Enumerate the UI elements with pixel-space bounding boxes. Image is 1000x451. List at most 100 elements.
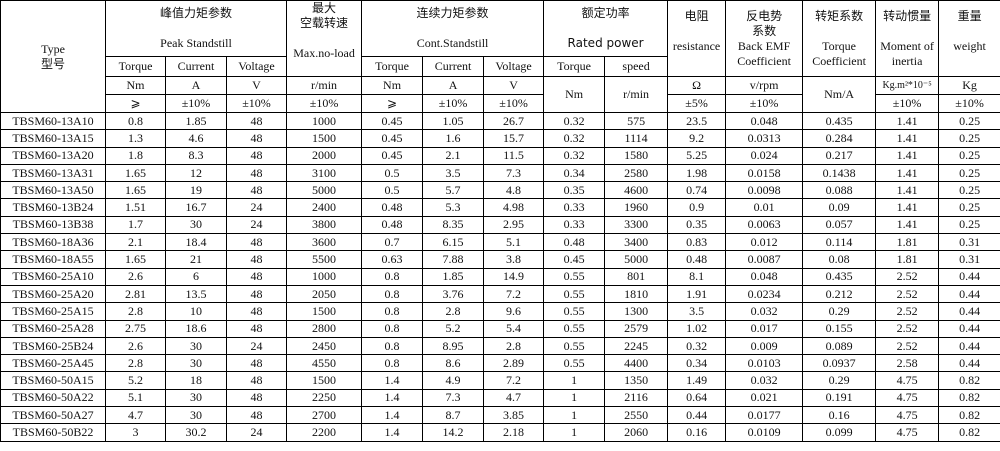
value-cell: 0.8: [361, 336, 424, 356]
value-cell: 21: [165, 250, 227, 269]
table-row: TBSM60-13A15 1.3 4.6 48 1500 0.45 1.6 15.7 0.32 1…: [0, 129, 1000, 148]
type-zh: 型号: [40, 56, 65, 71]
value-cell: 0.45: [361, 146, 424, 165]
peak-zh: 峰值力矩参数: [160, 6, 233, 21]
value-cell: 48: [225, 233, 288, 252]
value-cell: 0.44: [938, 354, 1000, 373]
value-cell: 0.44: [938, 336, 1000, 356]
table-row: TBSM60-50A27 4.7 30 48 2700 1.4 8.7 3.85 1 2550 0.…: [0, 406, 1000, 425]
model-cell: TBSM60-18A55: [0, 250, 106, 269]
value-cell: 0.9: [667, 198, 727, 217]
value-cell: 5.2: [422, 319, 485, 338]
value-cell: 1810: [604, 284, 669, 304]
value-cell: 0.212: [802, 284, 877, 304]
value-cell: 1300: [604, 302, 669, 321]
value-cell: 30: [165, 354, 227, 373]
value-cell: 0.29: [802, 302, 877, 321]
value-cell: 3100: [286, 163, 363, 183]
value-cell: 575: [604, 111, 669, 131]
value-cell: 3300: [604, 215, 669, 235]
value-cell: 2550: [604, 406, 669, 425]
value-cell: 18: [165, 371, 227, 390]
value-cell: 2.75: [105, 319, 166, 338]
model-cell: TBSM60-13A10: [0, 111, 106, 131]
tc-zh: 转矩系数: [815, 8, 864, 23]
value-cell: 0.021: [725, 388, 804, 408]
value-cell: 1.49: [667, 371, 727, 390]
value-cell: 0.032: [725, 371, 804, 390]
table-row: TBSM60-25A28 2.75 18.6 48 2800 0.8 5.2 5.4 0.55 2…: [0, 319, 1000, 338]
value-cell: 48: [225, 302, 288, 321]
tc-en2: Coefficient: [812, 53, 866, 68]
value-cell: 0.45: [361, 111, 424, 131]
value-cell: 1.41: [875, 215, 940, 235]
value-cell: 1.41: [875, 146, 940, 165]
value-cell: 2.89: [483, 354, 545, 373]
value-cell: 48: [225, 129, 288, 148]
value-cell: 0.25: [938, 215, 1000, 235]
value-cell: 0.32: [543, 129, 606, 148]
value-cell: 3: [105, 423, 166, 442]
value-cell: 0.0158: [725, 163, 804, 183]
rated-zh: 额定功率: [581, 6, 630, 21]
peak-en: Peak Standstill: [160, 36, 232, 51]
value-cell: 1.4: [361, 388, 424, 408]
max-zh2: 空载转速: [300, 16, 349, 30]
tolerance: ⩾: [361, 94, 424, 113]
value-cell: 0.012: [725, 233, 804, 252]
model-cell: TBSM60-25A28: [0, 319, 106, 338]
value-cell: 2250: [286, 388, 363, 408]
value-cell: 0.82: [938, 371, 1000, 390]
value-cell: 1.7: [105, 215, 166, 235]
inertia-header: 转动惯量 Moment of inertia: [875, 0, 940, 77]
model-cell: TBSM60-50A27: [0, 406, 106, 425]
value-cell: 4.8: [483, 181, 545, 200]
value-cell: 7.88: [422, 250, 485, 269]
value-cell: 0.032: [725, 302, 804, 321]
rated-torque-label: Torque: [543, 56, 606, 77]
value-cell: 1.41: [875, 163, 940, 183]
value-cell: 48: [225, 250, 288, 269]
value-cell: 3600: [286, 233, 363, 252]
table-row: TBSM60-13B24 1.51 16.7 24 2400 0.48 5.3 4.98 0.3…: [0, 198, 1000, 217]
peak-torque-label: Torque: [105, 56, 166, 77]
unit: Ω: [667, 76, 727, 95]
value-cell: 9.2: [667, 129, 727, 148]
value-cell: 0.35: [543, 181, 606, 200]
value-cell: 9.6: [483, 302, 545, 321]
table-row: TBSM60-13B38 1.7 30 24 3800 0.48 8.35 2.95 0.33 3…: [0, 215, 1000, 235]
value-cell: 12: [165, 163, 227, 183]
model-cell: TBSM60-13A31: [0, 163, 106, 183]
rated-header: 额定功率 Rated power: [543, 0, 669, 58]
value-cell: 0.009: [725, 336, 804, 356]
unit: Nm/A: [802, 76, 877, 113]
value-cell: 1.02: [667, 319, 727, 338]
value-cell: 14.2: [422, 423, 485, 442]
unit: Nm: [543, 76, 606, 113]
value-cell: 0.74: [667, 181, 727, 200]
res-en: resistance: [672, 38, 721, 53]
value-cell: 0.089: [802, 336, 877, 356]
value-cell: 0.0063: [725, 215, 804, 235]
value-cell: 2.8: [105, 302, 166, 321]
value-cell: 0.217: [802, 146, 877, 165]
model-cell: TBSM60-13A50: [0, 181, 106, 200]
type-header: Type 型号: [0, 0, 106, 113]
value-cell: 0.155: [802, 319, 877, 338]
model-cell: TBSM60-13B38: [0, 215, 106, 235]
value-cell: 48: [225, 388, 288, 408]
value-cell: 3.76: [422, 284, 485, 304]
value-cell: 2200: [286, 423, 363, 442]
unit: A: [165, 76, 227, 95]
value-cell: 0.16: [667, 423, 727, 442]
value-cell: 6: [165, 267, 227, 286]
value-cell: 2800: [286, 319, 363, 338]
value-cell: 0.32: [667, 336, 727, 356]
model-cell: TBSM60-25A15: [0, 302, 106, 321]
value-cell: 0.55: [543, 284, 606, 304]
value-cell: 0.31: [938, 233, 1000, 252]
value-cell: 4.7: [105, 406, 166, 425]
value-cell: 48: [225, 267, 288, 286]
value-cell: 1580: [604, 146, 669, 165]
